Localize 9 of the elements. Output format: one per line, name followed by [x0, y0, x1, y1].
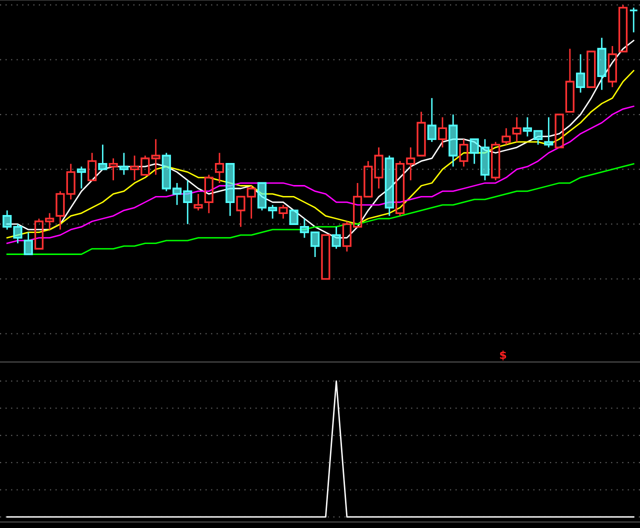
- text: $: [500, 350, 506, 361]
- candlestick: [459, 138, 468, 168]
- candlestick: [597, 37, 606, 91]
- candlestick: [512, 116, 522, 143]
- candlestick: [119, 152, 128, 176]
- candlestick: [214, 152, 224, 184]
- candlestick: [448, 114, 458, 168]
- candlestick: [108, 158, 118, 181]
- candlestick: [608, 45, 617, 88]
